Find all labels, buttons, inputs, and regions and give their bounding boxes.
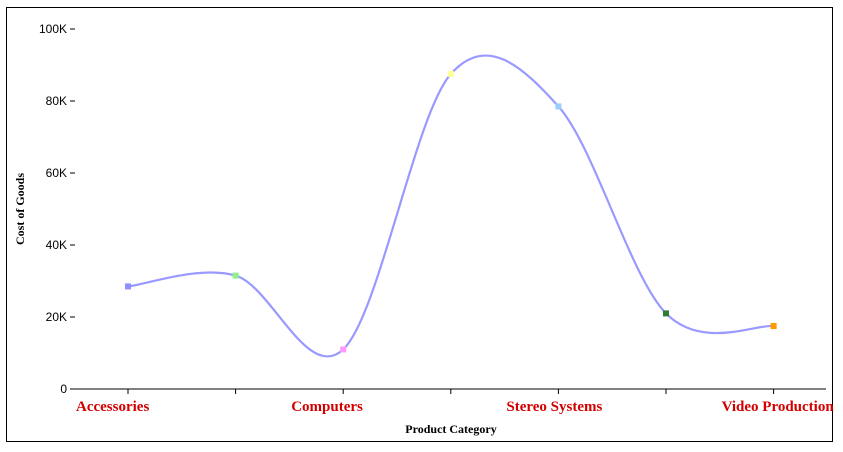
chart-frame [6,7,833,442]
chart-plot-area [125,54,777,358]
y-tick-label-4: 80K [46,94,67,108]
data-point-5 [663,310,669,317]
x-category-label-3: Video Production [722,399,835,415]
data-point-4 [555,103,562,110]
y-tick-label-1: 20K [46,310,67,324]
y-axis-title: Cost of Goods [13,173,27,245]
chart-axes: 0 20K 40K 60K 80K 100K Accessories Computers Ste… [39,22,834,415]
data-point-6 [770,323,777,329]
data-point-3 [447,71,454,77]
data-point-1 [232,272,239,279]
data-point-2 [340,346,347,353]
x-category-label-0: Accessories [76,399,149,415]
y-tick-label-0: 0 [60,382,67,396]
x-category-label-2: Stereo Systems [506,399,602,415]
data-point-0 [125,283,131,290]
x-axis-title: Product Category [405,422,496,436]
x-category-label-1: Computers [291,399,363,415]
y-tick-label-5: 100K [39,22,67,36]
y-tick-label-3: 60K [46,166,67,180]
series-line-0 [127,54,774,358]
y-tick-label-2: 40K [46,238,67,252]
